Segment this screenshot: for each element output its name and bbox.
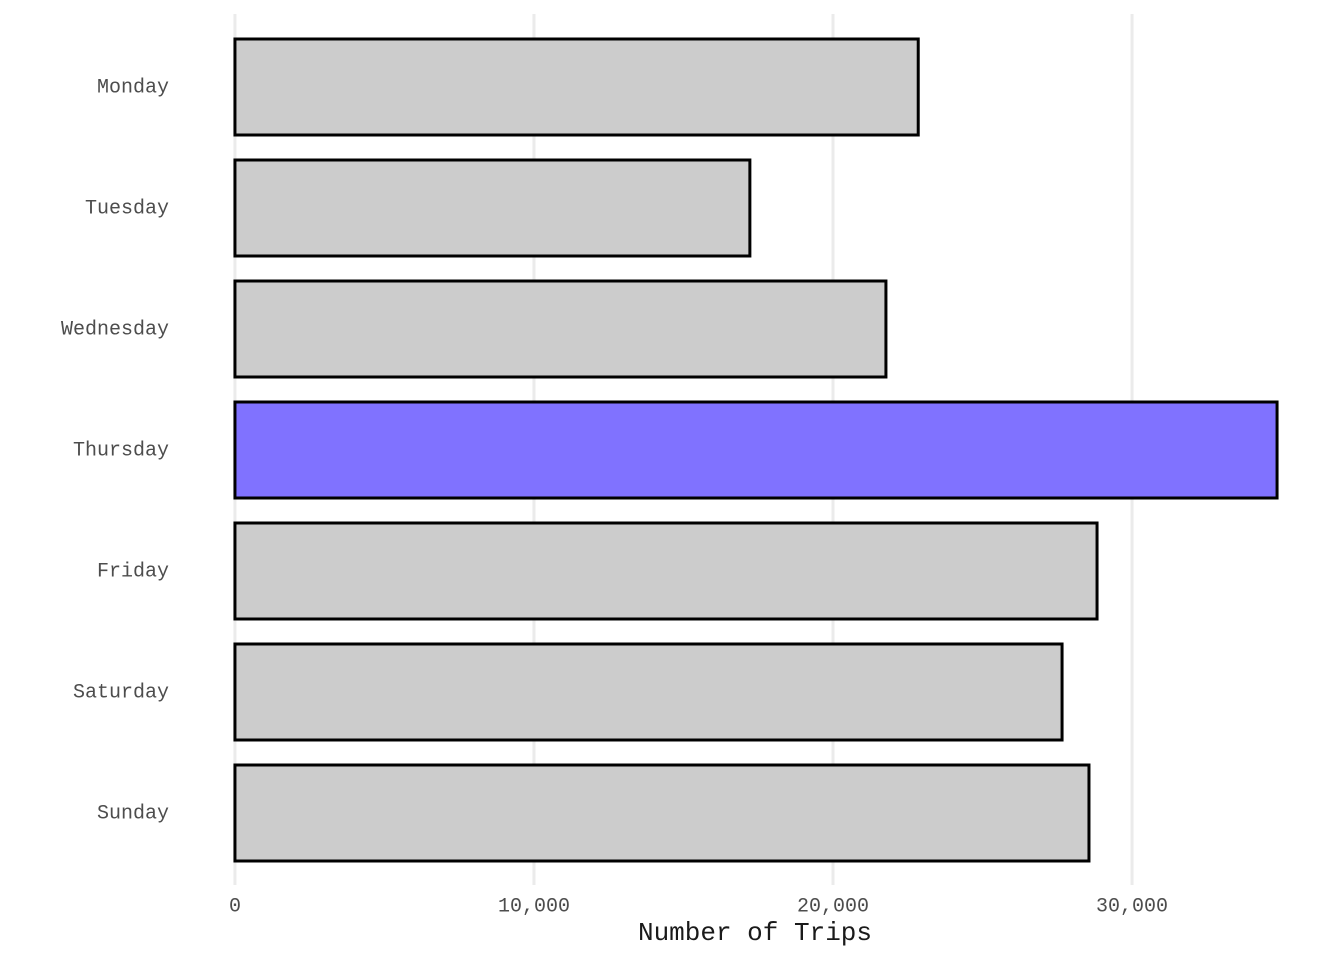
bar [233, 279, 888, 379]
x-tick-label: 10,000 [498, 895, 570, 918]
bar [233, 642, 1064, 742]
y-tick-label: Monday [97, 76, 169, 99]
bar [233, 158, 752, 258]
y-tick-label: Saturday [73, 681, 169, 704]
x-tick-label: 0 [229, 895, 241, 918]
bar [233, 521, 1099, 621]
y-tick-label: Thursday [73, 439, 169, 462]
x-axis-label: Number of Trips [638, 918, 872, 948]
y-tick-label: Wednesday [61, 318, 169, 341]
x-tick-label: 20,000 [797, 895, 869, 918]
bar [233, 400, 1279, 500]
bar [233, 37, 920, 137]
y-tick-label: Tuesday [85, 197, 169, 220]
x-tick-label: 30,000 [1096, 895, 1168, 918]
y-tick-label: Sunday [97, 802, 169, 825]
y-tick-label: Friday [97, 560, 169, 583]
bar [233, 763, 1091, 863]
